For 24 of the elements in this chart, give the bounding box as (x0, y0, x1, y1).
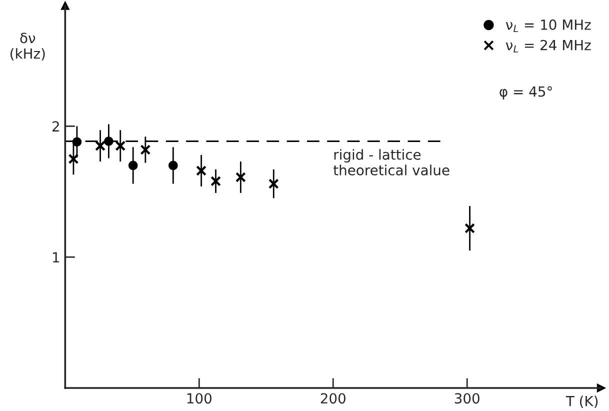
y-axis-title: δν (kHz) (10, 32, 45, 60)
point (196, 165, 207, 176)
point (210, 176, 221, 186)
legend-label: ν$_{L}$ = 10 MHz (506, 19, 591, 32)
point (128, 160, 138, 170)
y-tick-label: 1 (52, 252, 60, 262)
point (168, 160, 178, 170)
annotation: rigid - lattice theoretical value (333, 149, 450, 176)
point (115, 140, 126, 152)
x-axis-title: T (K) (566, 396, 598, 408)
annotation: φ = 45° (500, 86, 552, 100)
x-tick-label: 100 (187, 393, 212, 404)
x-tick-label: 300 (454, 393, 480, 404)
point (268, 178, 279, 189)
x-tick-label: 200 (320, 393, 346, 404)
point (104, 136, 114, 146)
point (235, 172, 246, 182)
point (140, 144, 151, 155)
point (68, 154, 79, 164)
legend-label: ν$_{L}$ = 24 MHz (506, 40, 591, 52)
point (95, 140, 106, 152)
point (72, 137, 82, 147)
point (464, 223, 475, 234)
y-tick-label: 2 (52, 121, 59, 132)
